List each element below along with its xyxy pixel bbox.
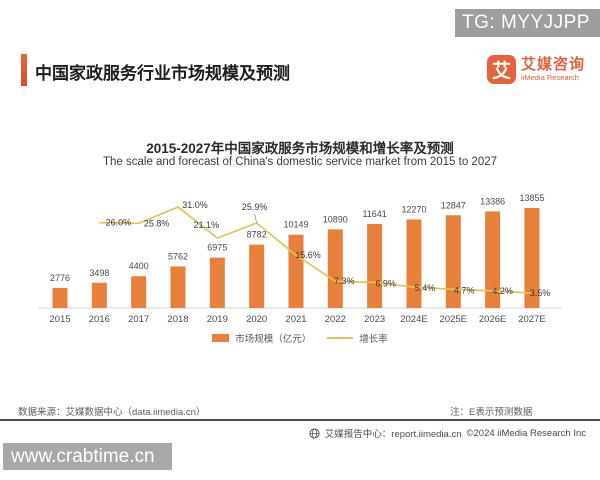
iimedia-logo-text: 艾媒咨询 iiMedia Research [521, 57, 585, 82]
x-axis-tick-label: 2024E [400, 314, 427, 325]
watermark-badge: www.crabtime.cn [3, 443, 172, 470]
bar [209, 257, 225, 308]
bar [445, 215, 461, 308]
bar [249, 244, 265, 308]
label-leader-line [254, 213, 258, 224]
bar-value-label: 12847 [441, 200, 466, 210]
bar-value-label: 10149 [283, 220, 308, 230]
growth-rate-label: 21.1% [194, 220, 220, 230]
bar-value-label: 8782 [247, 230, 267, 240]
x-axis-tick-label: 2020 [246, 314, 267, 325]
bar [327, 229, 343, 308]
report-center-text: 艾媒报告中心：report.iimedia.cn [324, 429, 462, 440]
growth-rate-line [99, 206, 533, 294]
x-axis-tick-label: 2026E [479, 314, 506, 325]
growth-rate-label: 4.2% [492, 286, 513, 296]
growth-rate-label: 6.9% [375, 278, 396, 288]
bar-line-chart: 2776 2015 3498 2016 4400 2017 5762 2018 6975 2019… [38, 193, 562, 325]
bar [131, 276, 147, 308]
bar-swatch-icon [212, 334, 230, 342]
bar-value-label: 6975 [207, 243, 227, 253]
growth-rate-label: 31.0% [182, 200, 208, 210]
title-accent-bar [21, 54, 27, 86]
legend-label: 市场规模（亿元） [235, 334, 312, 345]
bar [52, 287, 68, 308]
bar [91, 282, 107, 308]
x-axis-tick-label: 2016 [89, 314, 110, 325]
chart-subtitle: The scale and forecast of China's domest… [102, 156, 498, 168]
tg-contact-badge: TG: MYYJJPP [455, 9, 600, 37]
line-swatch-icon [327, 337, 354, 339]
iimedia-logo-icon: 艾 [486, 55, 516, 84]
bar [524, 208, 540, 308]
chart-legend: 市场规模（亿元） 增长率 [0, 331, 600, 345]
growth-rate-label: 5.4% [415, 283, 436, 293]
bar [288, 234, 304, 308]
logo-name-cn: 艾媒咨询 [520, 56, 585, 74]
bar-value-label: 5762 [168, 251, 188, 261]
bar [367, 223, 383, 308]
bar [406, 219, 422, 308]
bar-value-label: 3498 [89, 268, 109, 278]
legend-item-market-size: 市场规模（亿元） [212, 331, 311, 345]
growth-rate-label: 25.8% [144, 218, 170, 228]
logo-name-en: iiMedia Research [520, 73, 579, 83]
bar-value-label: 13855 [519, 193, 544, 203]
growth-rate-label: 3.5% [530, 288, 551, 298]
growth-rate-label: 25.9% [242, 202, 268, 212]
x-axis-tick-label: 2018 [167, 314, 188, 325]
bar-value-label: 13386 [480, 196, 505, 206]
x-axis-tick-label: 2017 [128, 314, 149, 325]
globe-icon [309, 427, 320, 439]
x-axis-tick-label: 2027E [518, 314, 545, 325]
report-footer: 艾媒报告中心：report.iimedia.cn ©2024 iiMedia R… [309, 426, 586, 440]
growth-rate-label: 7.3% [334, 276, 355, 286]
forecast-note-text: 注：E表示预测数据 [450, 407, 533, 418]
bar [485, 211, 501, 308]
growth-rate-label: 26.0% [106, 218, 132, 228]
x-axis-tick-label: 2022 [325, 314, 346, 325]
legend-label: 增长率 [359, 334, 388, 345]
data-source-text: 数据来源：艾媒数据中心（data.iimedia.cn） [18, 407, 206, 418]
chart-title: 2015-2027年中国家政服务市场规模和增长率及预测 [146, 141, 454, 156]
bar-value-label: 12270 [401, 204, 426, 214]
x-axis-tick-label: 2015 [49, 314, 70, 325]
copyright-text: ©2024 iiMedia Research Inc [466, 427, 586, 439]
iimedia-logo: 艾 艾媒咨询 iiMedia Research [486, 55, 585, 84]
bar-value-label: 2776 [50, 273, 70, 283]
x-axis-tick-label: 2019 [207, 314, 228, 325]
bar-value-label: 10890 [323, 214, 348, 224]
bar [170, 266, 186, 308]
growth-rate-label: 15.6% [295, 250, 321, 260]
x-axis-tick-label: 2025E [440, 314, 467, 325]
bar-value-label: 4400 [129, 261, 149, 271]
x-axis-tick-label: 2023 [364, 314, 385, 325]
growth-rate-label: 4.7% [454, 285, 475, 295]
bar-value-label: 11641 [362, 209, 386, 219]
page-title: 中国家政服务行业市场规模及预测 [35, 64, 290, 83]
legend-item-growth-rate: 增长率 [327, 331, 388, 345]
footer-divider [0, 419, 600, 421]
x-axis-tick-label: 2021 [285, 314, 306, 325]
